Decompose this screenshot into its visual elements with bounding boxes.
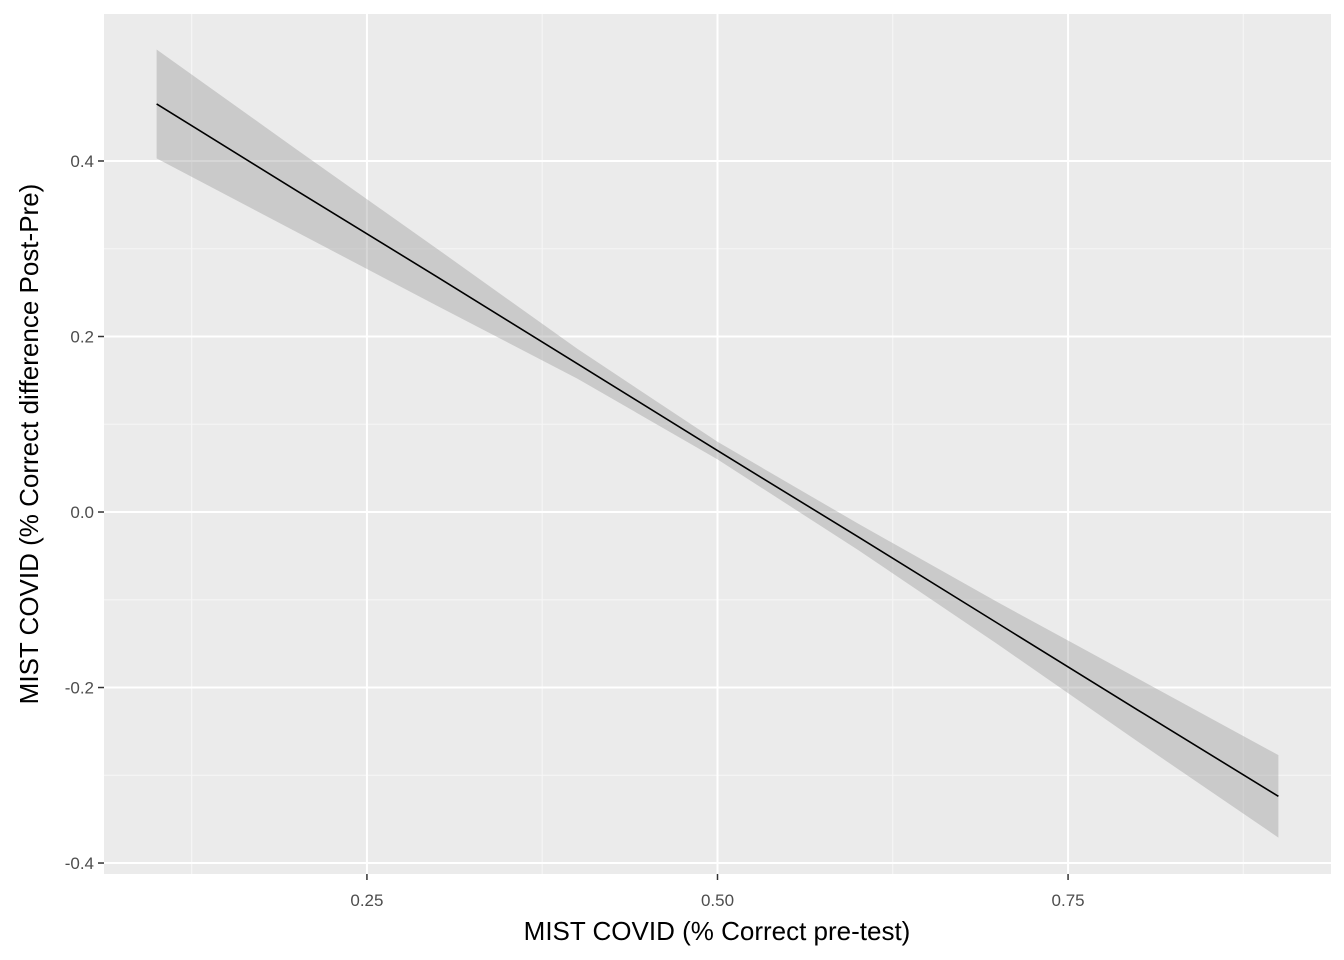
- regression-line: [156, 103, 1279, 797]
- y-axis: -0.4 -0.2 0.0 0.2 0.4: [65, 152, 104, 873]
- y-tick-label-2: 0.0: [70, 503, 94, 522]
- y-tick-label-1: -0.2: [65, 679, 94, 698]
- major-gridlines: [104, 14, 1331, 874]
- y-tick-label-0: -0.4: [65, 854, 94, 873]
- y-axis-title: MIST COVID (% Correct difference Post-Pr…: [14, 184, 44, 705]
- x-axis-title: MIST COVID (% Correct pre-test): [524, 916, 911, 946]
- x-tick-label-2: 0.75: [1052, 891, 1085, 910]
- x-tick-label-0: 0.25: [350, 891, 383, 910]
- x-tick-label-1: 0.50: [701, 891, 734, 910]
- x-axis: 0.25 0.50 0.75: [350, 874, 1085, 910]
- y-tick-label-3: 0.2: [70, 328, 94, 347]
- y-tick-label-4: 0.4: [70, 152, 94, 171]
- confidence-ribbon: [156, 49, 1279, 838]
